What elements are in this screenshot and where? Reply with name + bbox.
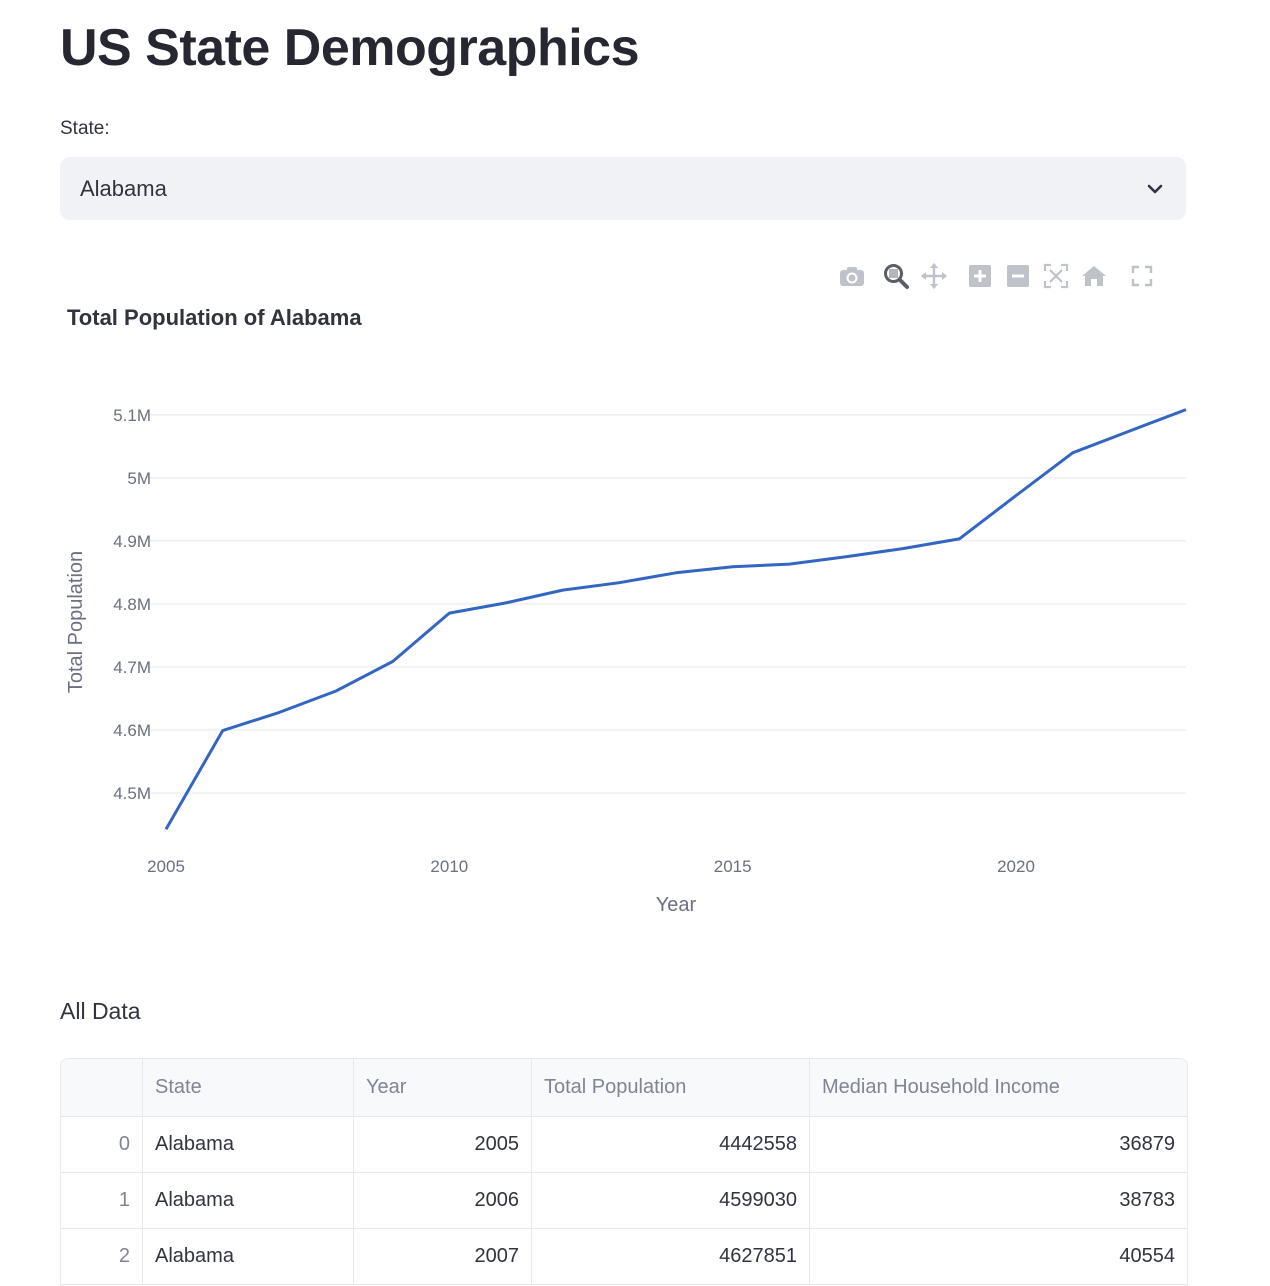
data-point[interactable]	[783, 558, 795, 570]
zoom-in-icon[interactable]	[964, 260, 996, 292]
population-chart-svg: Total Population of Alabama 4.5M 4.6M 4.7M…	[65, 305, 1190, 916]
column-header-total-population[interactable]: Total Population	[532, 1059, 810, 1116]
fullscreen-icon[interactable]	[1126, 260, 1158, 292]
x-tick-label: 2010	[430, 857, 468, 876]
row-index-cell: 0	[61, 1117, 143, 1172]
population-cell[interactable]: 4627851	[532, 1229, 810, 1284]
zoom-icon[interactable]	[880, 260, 912, 292]
population-line[interactable]	[164, 408, 1187, 830]
data-point[interactable]	[840, 551, 852, 563]
chevron-down-icon	[1144, 178, 1166, 200]
data-point[interactable]	[217, 725, 229, 737]
state-cell[interactable]: Alabama	[143, 1229, 354, 1284]
row-index-cell: 1	[61, 1173, 143, 1228]
zoom-out-icon[interactable]	[1002, 260, 1034, 292]
chart-gridlines	[140, 414, 1186, 794]
data-point[interactable]	[443, 607, 455, 619]
data-point[interactable]	[1180, 404, 1190, 416]
income-cell[interactable]: 38783	[1119, 1189, 1175, 1211]
population-cell[interactable]: 4442558	[532, 1117, 810, 1172]
data-point[interactable]	[387, 655, 399, 667]
data-point[interactable]	[953, 533, 965, 545]
state-cell[interactable]: Alabama	[143, 1117, 354, 1172]
income-cell[interactable]: 40554	[1119, 1245, 1175, 1267]
chart-title: Total Population of Alabama	[67, 305, 362, 330]
state-cell[interactable]: Alabama	[143, 1173, 354, 1228]
y-tick-label: 5.1M	[113, 406, 151, 425]
state-select-value: Alabama	[80, 175, 167, 201]
population-chart[interactable]: Total Population of Alabama 4.5M 4.6M 4.7M…	[60, 296, 1190, 936]
data-point[interactable]	[160, 823, 172, 835]
year-cell[interactable]: 2005	[354, 1117, 532, 1172]
y-tick-label: 4.7M	[113, 658, 151, 677]
population-cell[interactable]: 4599030	[532, 1173, 810, 1228]
x-tick-label: 2020	[997, 857, 1035, 876]
data-point[interactable]	[557, 584, 569, 596]
autoscale-icon[interactable]	[1040, 260, 1072, 292]
pan-icon[interactable]	[918, 260, 950, 292]
data-point[interactable]	[273, 706, 285, 718]
page-title: US State Demographics	[60, 19, 640, 77]
table-row[interactable]: 0 Alabama 2005 4442558 36879	[61, 1117, 1187, 1173]
y-tick-label: 5M	[127, 469, 151, 488]
x-tick-label: 2005	[147, 857, 185, 876]
x-tick-label: 2015	[714, 857, 752, 876]
y-tick-label: 4.8M	[113, 595, 151, 614]
data-point[interactable]	[613, 577, 625, 589]
data-point[interactable]	[1067, 447, 1079, 459]
income-cell[interactable]: 36879	[1119, 1133, 1175, 1155]
column-header-median-household-income[interactable]: Median Household Income	[822, 1076, 1060, 1098]
data-point[interactable]	[500, 597, 512, 609]
table-row[interactable]: 2 Alabama 2007 4627851 40554	[61, 1229, 1187, 1285]
camera-icon[interactable]	[836, 260, 868, 292]
y-tick-label: 4.9M	[113, 532, 151, 551]
reset-axes-icon[interactable]	[1078, 260, 1110, 292]
x-axis-label: Year	[656, 894, 697, 916]
y-tick-label: 4.6M	[113, 721, 151, 740]
data-point[interactable]	[1010, 490, 1022, 502]
state-select-label: State:	[60, 118, 110, 139]
state-select[interactable]: Alabama	[60, 157, 1186, 220]
year-cell[interactable]: 2007	[354, 1229, 532, 1284]
row-index-cell: 2	[61, 1229, 143, 1284]
chart-series	[160, 404, 1190, 835]
column-header-index[interactable]	[61, 1059, 143, 1116]
data-point[interactable]	[897, 543, 909, 555]
data-point[interactable]	[1123, 425, 1135, 437]
y-tick-label: 4.5M	[113, 784, 151, 803]
chart-modebar	[836, 260, 1164, 292]
x-axis-ticks: 2005 2010 2015 2020	[147, 857, 1035, 876]
column-header-year[interactable]: Year	[354, 1059, 532, 1116]
data-point[interactable]	[330, 685, 342, 697]
y-axis-ticks: 4.5M 4.6M 4.7M 4.8M 4.9M 5M 5.1M	[113, 406, 151, 803]
table-header-row: State Year Total Population Median House…	[61, 1059, 1187, 1117]
column-header-state[interactable]: State	[143, 1059, 354, 1116]
data-point[interactable]	[670, 567, 682, 579]
year-cell[interactable]: 2006	[354, 1173, 532, 1228]
table-row[interactable]: 1 Alabama 2006 4599030 38783	[61, 1173, 1187, 1229]
y-axis-label: Total Population	[65, 551, 87, 693]
data-point[interactable]	[727, 561, 739, 573]
data-table[interactable]: State Year Total Population Median House…	[60, 1058, 1188, 1285]
all-data-label: All Data	[60, 998, 141, 1024]
